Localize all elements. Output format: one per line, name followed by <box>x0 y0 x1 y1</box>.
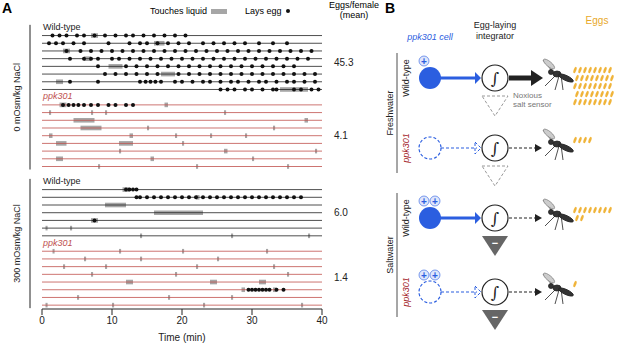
svg-text:ppk301 cell: ppk301 cell <box>406 32 454 42</box>
html-text:ppk301: ppk301 <box>43 91 73 102</box>
svg-text:+: + <box>421 196 427 207</box>
html-text:Eggs/female (mean): Eggs/female (mean) <box>329 0 379 20</box>
svg-text:Noxious: Noxious <box>513 91 542 100</box>
svg-text:Time (min): Time (min) <box>158 332 205 343</box>
html-text:Wild-type: Wild-type <box>43 21 81 32</box>
svg-text:integrator: integrator <box>476 31 514 41</box>
svg-text:salt sensor: salt sensor <box>513 100 552 109</box>
svg-text:Saltwater: Saltwater <box>385 236 395 274</box>
html-text:Touches liquid: Touches liquid <box>150 6 207 16</box>
svg-text:300 mOsm/kg NaCl: 300 mOsm/kg NaCl <box>12 204 22 283</box>
svg-text:Freshwater: Freshwater <box>385 90 395 135</box>
svg-text:+: + <box>432 196 438 207</box>
svg-text:−: − <box>492 311 498 323</box>
html-text:Lays egg: Lays egg <box>245 6 282 16</box>
html-text:Wild-type: Wild-type <box>43 175 81 186</box>
html-text:1.4: 1.4 <box>334 272 348 284</box>
svg-text:0: 0 <box>39 315 45 326</box>
svg-text:40: 40 <box>316 315 328 326</box>
svg-text:10: 10 <box>106 315 118 326</box>
svg-text:B: B <box>385 0 395 16</box>
svg-text:Egg-laying: Egg-laying <box>474 20 517 30</box>
svg-text:∫: ∫ <box>491 209 499 228</box>
svg-text:∫: ∫ <box>491 69 499 88</box>
svg-text:ppk301: ppk301 <box>401 133 411 164</box>
svg-text:Eggs: Eggs <box>586 15 609 26</box>
html-text:ppk301: ppk301 <box>43 237 73 248</box>
svg-text:ppk301: ppk301 <box>401 277 411 308</box>
svg-text:−: − <box>492 237 498 249</box>
svg-text:0 mOsm/kg NaCl: 0 mOsm/kg NaCl <box>12 63 22 132</box>
svg-text:+: + <box>432 270 438 281</box>
html-text:4.1: 4.1 <box>334 129 348 141</box>
svg-text:∫: ∫ <box>491 283 499 302</box>
html-text:6.0: 6.0 <box>334 206 348 218</box>
svg-text:Wild-type: Wild-type <box>401 199 411 237</box>
html-text:45.3: 45.3 <box>334 56 354 68</box>
svg-text:20: 20 <box>176 315 188 326</box>
svg-text:Wild-type: Wild-type <box>401 59 411 97</box>
svg-text:30: 30 <box>246 315 258 326</box>
svg-text:+: + <box>421 56 427 67</box>
svg-text:∫: ∫ <box>491 139 499 158</box>
html-text:A: A <box>2 0 13 16</box>
svg-text:+: + <box>421 270 427 281</box>
